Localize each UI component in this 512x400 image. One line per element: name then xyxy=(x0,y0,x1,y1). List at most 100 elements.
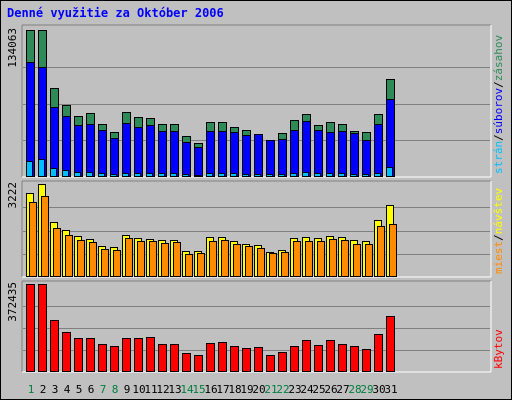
bar xyxy=(62,332,71,372)
bar xyxy=(170,131,179,177)
x-tick-label: 7 xyxy=(100,383,107,396)
bar xyxy=(305,241,313,277)
bar xyxy=(353,244,361,277)
x-tick-label: 19 xyxy=(240,383,253,396)
legend-item: zásahov xyxy=(492,35,505,82)
bar xyxy=(290,130,299,177)
legend: kBytov xyxy=(492,329,505,369)
bar xyxy=(170,344,179,372)
bar xyxy=(329,239,337,277)
bar xyxy=(86,124,95,177)
bar xyxy=(62,116,71,177)
x-tick-label: 14 xyxy=(180,383,194,396)
x-tick-label: 11 xyxy=(144,383,157,396)
bar xyxy=(113,250,121,277)
bar xyxy=(362,349,371,372)
bar xyxy=(50,107,59,177)
bar xyxy=(182,142,191,177)
bar xyxy=(230,132,239,177)
x-tick-label: 18 xyxy=(228,383,241,396)
bar xyxy=(377,226,385,277)
bar xyxy=(374,124,383,177)
bar xyxy=(134,338,143,372)
bar xyxy=(338,173,345,177)
bar xyxy=(77,240,85,277)
x-tick-label: 26 xyxy=(324,383,337,396)
bar xyxy=(302,340,311,372)
bar xyxy=(122,338,131,372)
bar xyxy=(326,132,335,177)
bar xyxy=(209,241,217,277)
bar xyxy=(350,133,359,177)
x-tick-label: 1 xyxy=(28,383,35,396)
bar xyxy=(158,131,167,177)
bar xyxy=(101,249,109,277)
legend-item: návštev xyxy=(492,188,505,235)
bar xyxy=(74,172,81,177)
bar xyxy=(149,241,157,277)
bar xyxy=(86,172,93,177)
x-tick-label: 6 xyxy=(88,383,95,396)
legend-item: / xyxy=(492,134,505,141)
bar xyxy=(386,316,395,372)
bar xyxy=(74,125,83,177)
bar xyxy=(182,353,191,372)
bar xyxy=(242,174,249,177)
bar xyxy=(110,174,117,177)
bar xyxy=(302,172,309,177)
bar xyxy=(365,244,373,277)
bar xyxy=(110,138,119,177)
bar xyxy=(194,355,203,372)
x-tick-label: 21 xyxy=(264,383,277,396)
bar xyxy=(374,173,381,177)
bar xyxy=(302,121,311,177)
x-tick-label: 31 xyxy=(384,383,397,396)
bar xyxy=(50,320,59,372)
bar xyxy=(290,346,299,372)
bar xyxy=(98,173,105,177)
bar xyxy=(125,238,133,277)
x-tick-label: 9 xyxy=(124,383,131,396)
bar xyxy=(161,243,169,277)
y-max-label: 3222 xyxy=(6,182,19,209)
bar xyxy=(314,173,321,177)
x-tick-label: 23 xyxy=(288,383,301,396)
bar xyxy=(185,254,193,277)
bar xyxy=(386,99,395,177)
x-tick-label: 3 xyxy=(52,383,59,396)
y-max-label: 372435 xyxy=(6,282,19,322)
bar xyxy=(146,337,155,372)
bar xyxy=(362,174,369,177)
x-tick-label: 4 xyxy=(64,383,71,396)
bar xyxy=(158,173,165,177)
bar xyxy=(293,241,301,277)
x-tick-label: 17 xyxy=(216,383,229,396)
bar xyxy=(134,173,141,177)
bar xyxy=(266,140,275,177)
bar xyxy=(230,173,237,177)
bar xyxy=(170,173,177,177)
x-tick-label: 27 xyxy=(336,383,349,396)
x-tick-label: 16 xyxy=(204,383,217,396)
legend-item: kBytov xyxy=(492,329,505,369)
bar xyxy=(281,252,289,277)
x-tick-label: 2 xyxy=(40,383,47,396)
bar xyxy=(314,345,323,372)
bar xyxy=(254,134,263,177)
bar xyxy=(98,130,107,177)
bar xyxy=(74,338,83,372)
bar xyxy=(122,173,129,177)
x-tick-label: 20 xyxy=(252,383,265,396)
bar xyxy=(26,161,33,177)
bar xyxy=(245,246,253,277)
bar xyxy=(338,344,347,372)
bar xyxy=(29,202,37,277)
legend-item: súborov xyxy=(492,88,505,135)
legend-item: / xyxy=(492,81,505,88)
bar xyxy=(326,340,335,372)
bar xyxy=(194,175,201,177)
x-tick-label: 12 xyxy=(156,383,169,396)
bar xyxy=(134,127,143,177)
bar xyxy=(269,253,277,277)
bar xyxy=(341,240,349,277)
